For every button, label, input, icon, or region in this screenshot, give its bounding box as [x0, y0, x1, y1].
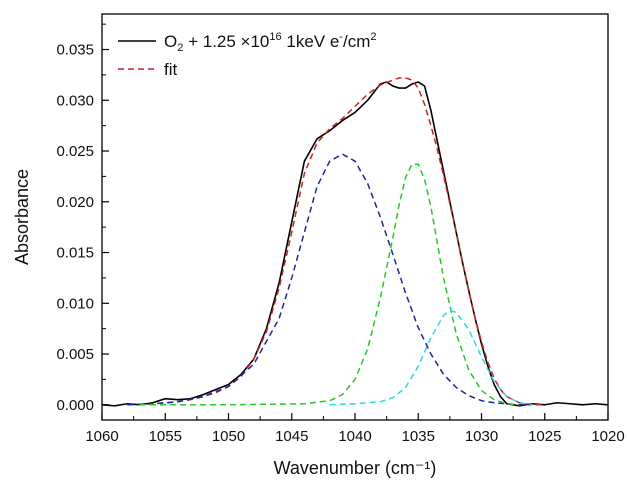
legend-label-data: O2 + 1.25 ×1016 1keV e-/cm2 — [164, 31, 376, 54]
legend: O2 + 1.25 ×1016 1keV e-/cm2 fit — [118, 31, 376, 79]
series-data — [102, 81, 608, 407]
x-tick-label: 1055 — [149, 428, 182, 445]
y-tick-label: 0.035 — [56, 42, 94, 59]
x-tick-label: 1030 — [465, 428, 498, 445]
x-tick-label: 1035 — [402, 428, 435, 445]
legend-label-fit: fit — [164, 60, 178, 79]
y-tick-label: 0.020 — [56, 194, 94, 211]
x-tick-label: 1060 — [85, 428, 118, 445]
x-tick-label: 1040 — [338, 428, 371, 445]
y-axis: 0.000 0.005 0.010 0.015 0.020 0.025 0.030 0.035 — [56, 23, 109, 414]
series-peak2 — [139, 163, 520, 406]
x-axis-title: Wavenumber (cm⁻¹) — [274, 458, 437, 478]
y-tick-label: 0.015 — [56, 245, 94, 262]
y-tick-label: 0.010 — [56, 295, 94, 312]
x-tick-label: 1045 — [275, 428, 308, 445]
x-tick-label: 1025 — [528, 428, 561, 445]
x-tick-label: 1020 — [591, 428, 624, 445]
series-peak3 — [329, 309, 533, 406]
y-tick-label: 0.000 — [56, 397, 94, 414]
series-peak1 — [127, 153, 533, 406]
y-tick-label: 0.025 — [56, 143, 94, 160]
y-tick-label: 0.030 — [56, 92, 94, 109]
x-tick-label: 1050 — [212, 428, 245, 445]
x-axis: 1060 1055 1050 1045 1040 1035 1030 1025 1020 — [85, 413, 625, 445]
y-tick-label: 0.005 — [56, 346, 94, 363]
y-axis-title: Absorbance — [12, 169, 32, 265]
series-fit — [127, 77, 545, 406]
plot-frame — [101, 13, 609, 421]
